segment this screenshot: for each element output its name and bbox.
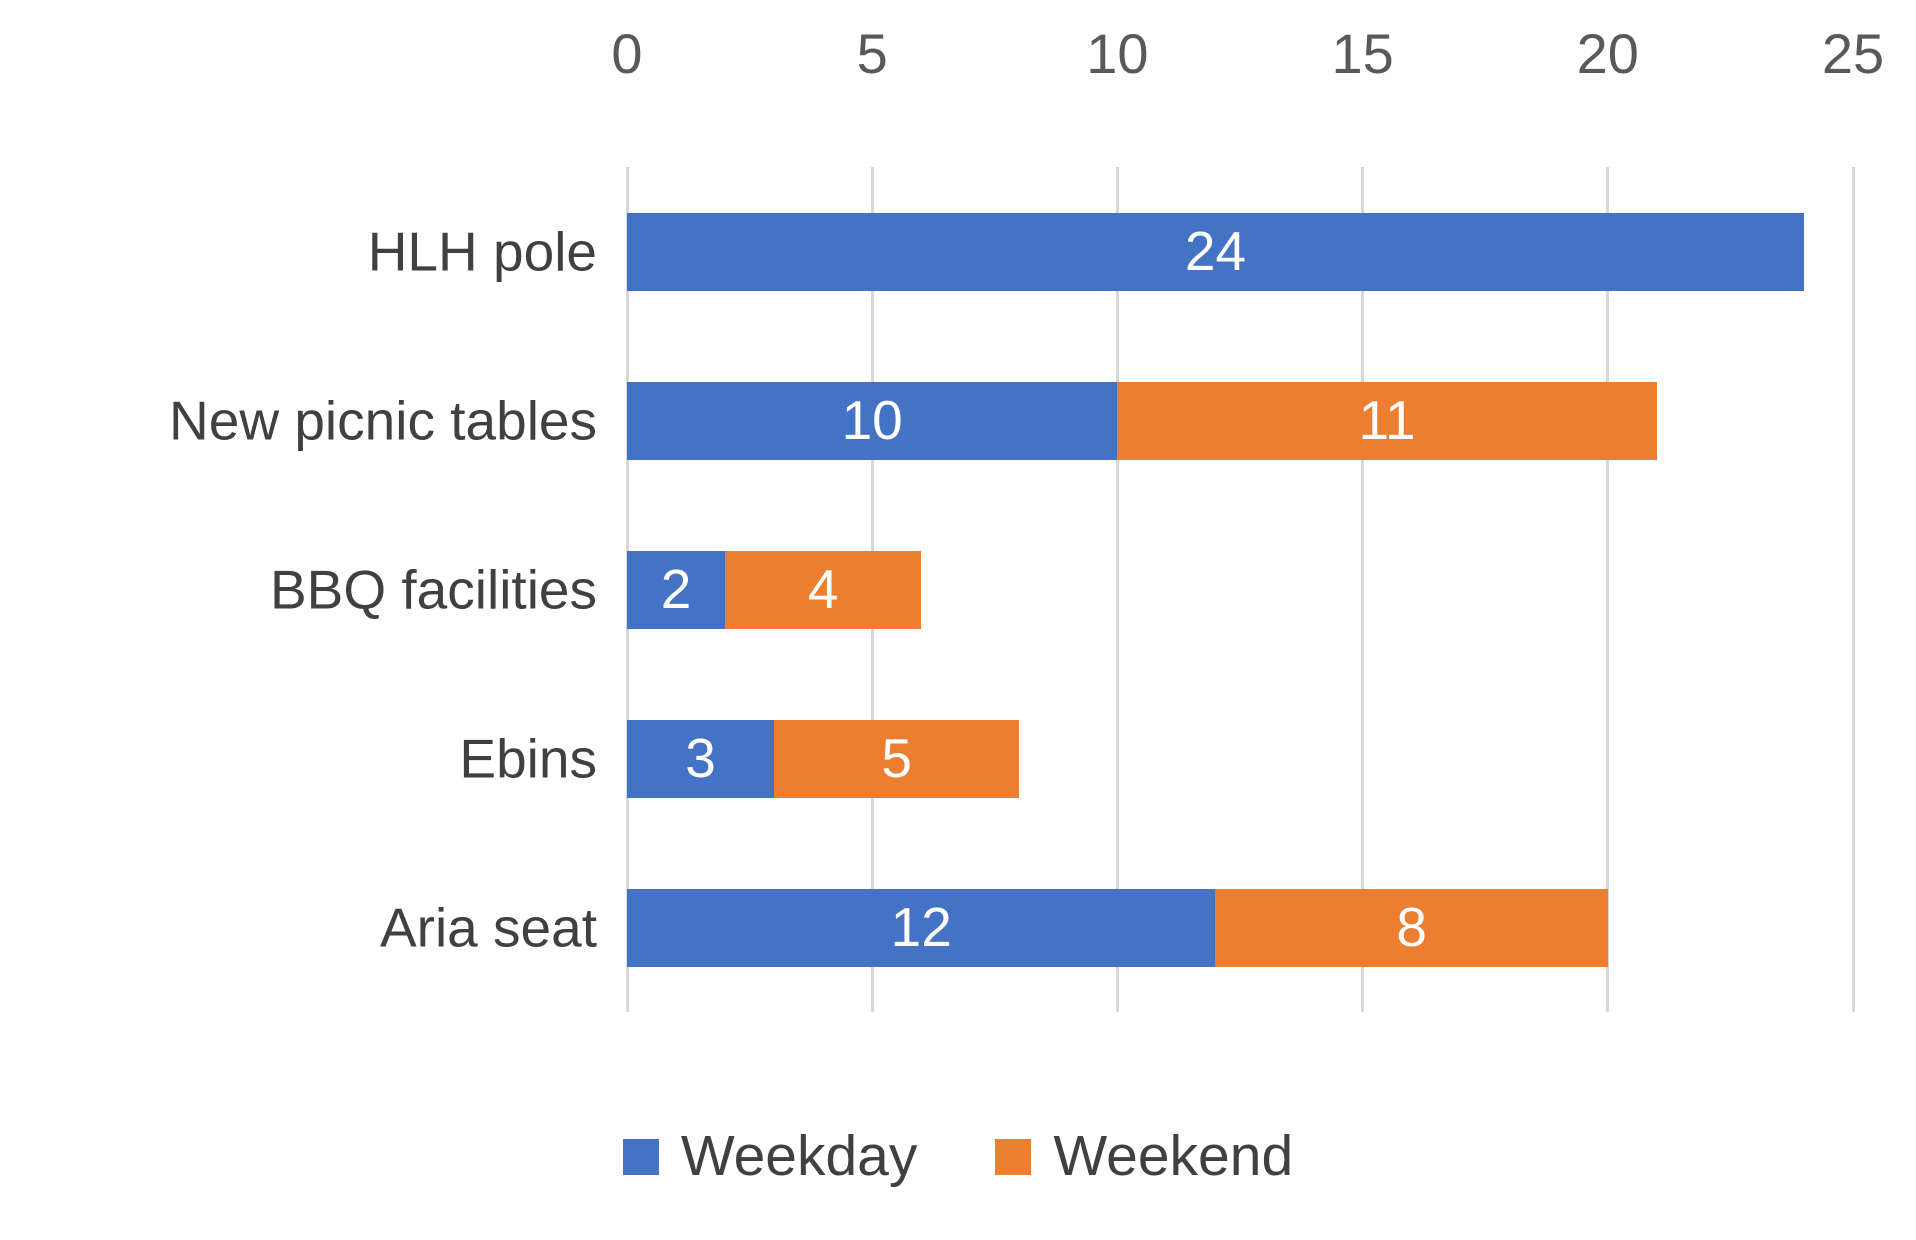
bar-segment-weekday: 2 bbox=[627, 550, 726, 629]
category-label: New picnic tables bbox=[169, 389, 597, 451]
gridline bbox=[1115, 167, 1119, 1012]
legend-label: Weekday bbox=[680, 1124, 918, 1188]
gridline bbox=[1851, 167, 1855, 1012]
bar-value-label: 3 bbox=[685, 727, 716, 789]
x-axis-tick-label: 25 bbox=[1821, 22, 1885, 85]
x-axis-tick-label: 5 bbox=[856, 22, 888, 85]
chart-legend: Weekday Weekend bbox=[0, 1128, 1916, 1185]
bar-value-label: 8 bbox=[1396, 896, 1427, 958]
bar-value-label: 11 bbox=[1358, 389, 1416, 451]
bar-value-label: 24 bbox=[1184, 220, 1247, 282]
gridline bbox=[1361, 167, 1365, 1012]
bar-value-label: 5 bbox=[881, 727, 912, 789]
bar-value-label: 4 bbox=[807, 558, 839, 620]
bar-segment-weekend: 8 bbox=[1215, 888, 1608, 967]
category-label: HLH pole bbox=[367, 220, 597, 282]
gridline bbox=[1606, 167, 1610, 1012]
category-label: Ebins bbox=[459, 727, 597, 789]
bar-segment-weekday: 10 bbox=[627, 381, 1118, 460]
x-axis-tick-label: 0 bbox=[611, 22, 643, 85]
bar-segment-weekend: 5 bbox=[774, 719, 1020, 798]
legend-swatch-weekend bbox=[995, 1138, 1032, 1175]
bar-segment-weekend: 11 bbox=[1117, 381, 1657, 460]
legend-item-weekday: Weekday bbox=[622, 1124, 918, 1188]
legend-swatch-weekday bbox=[622, 1138, 659, 1175]
bar-segment-weekday: 24 bbox=[627, 212, 1804, 291]
x-axis-tick-label: 10 bbox=[1086, 22, 1149, 85]
x-axis-tick-label: 15 bbox=[1331, 22, 1394, 85]
category-label: BBQ facilities bbox=[269, 558, 597, 620]
legend-item-weekend: Weekend bbox=[995, 1128, 1293, 1185]
bar-value-label: 10 bbox=[841, 389, 903, 451]
bar-segment-weekday: 12 bbox=[627, 888, 1216, 967]
bar-value-label: 2 bbox=[660, 558, 692, 620]
x-axis-tick-label: 20 bbox=[1576, 22, 1639, 85]
legend-label: Weekend bbox=[1053, 1124, 1294, 1188]
bar-value-label: 12 bbox=[890, 896, 952, 958]
category-label: Aria seat bbox=[379, 896, 597, 958]
bar-segment-weekend: 4 bbox=[725, 550, 922, 629]
bar-segment-weekday: 3 bbox=[627, 719, 775, 798]
